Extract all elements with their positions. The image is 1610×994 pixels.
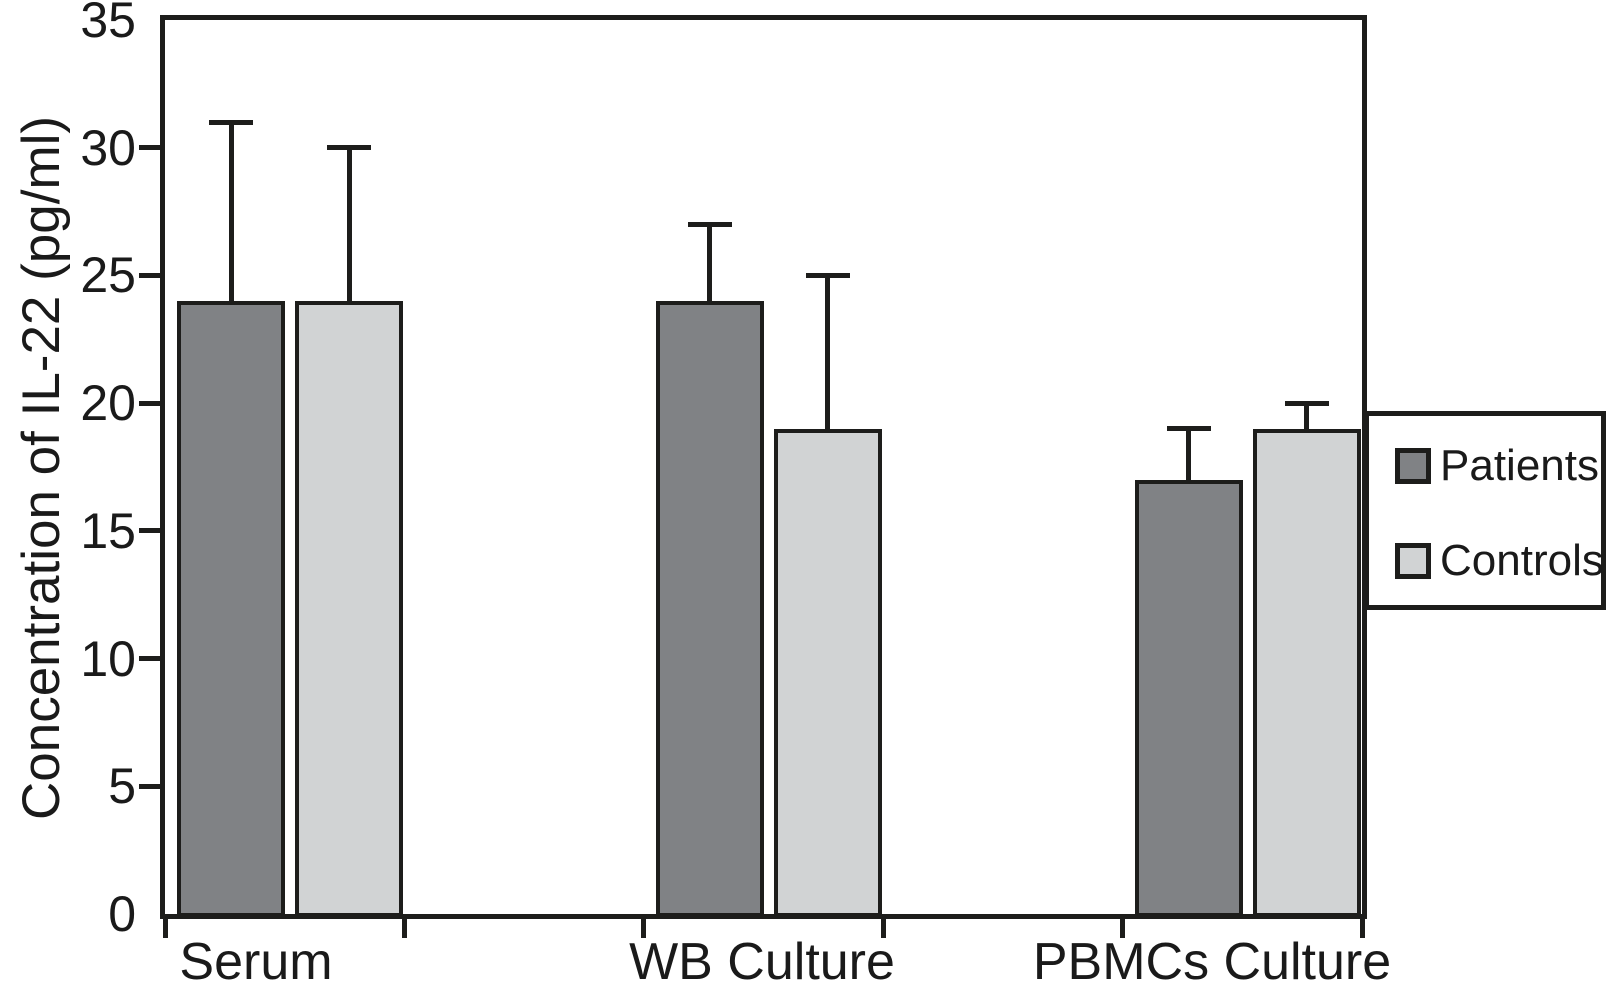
y-axis-tick bbox=[139, 272, 161, 278]
y-axis-tick bbox=[139, 528, 161, 534]
legend-entry-patients: Patients bbox=[1395, 436, 1599, 496]
error-bar-cap bbox=[209, 119, 253, 125]
y-axis-tick bbox=[139, 783, 161, 789]
legend-swatch-patients bbox=[1395, 448, 1431, 484]
y-tick-label: 5 bbox=[108, 758, 136, 815]
error-bar-cap bbox=[327, 145, 371, 151]
error-bar-cap bbox=[1166, 426, 1211, 432]
x-axis-tick bbox=[162, 916, 168, 938]
bar-patients-serum bbox=[177, 300, 285, 917]
error-bar-line bbox=[1304, 403, 1310, 429]
bar-patients-pbmcs-culture bbox=[1134, 479, 1243, 917]
error-bar-cap bbox=[687, 221, 732, 227]
bar-controls-serum bbox=[295, 300, 403, 917]
error-bar-line bbox=[825, 275, 831, 429]
x-axis-tick bbox=[641, 916, 647, 938]
y-axis-tick bbox=[139, 145, 161, 151]
x-axis-tick bbox=[1359, 916, 1365, 938]
error-bar-line bbox=[228, 122, 234, 301]
y-axis-title: Concentration of IL-22 (pg/ml) bbox=[12, 115, 71, 821]
x-category-label-serum: Serum bbox=[179, 933, 333, 991]
y-tick-label: 15 bbox=[80, 502, 136, 559]
y-tick-label: 35 bbox=[80, 0, 136, 48]
legend-label-controls: Controls bbox=[1440, 536, 1604, 585]
y-tick-label: 10 bbox=[80, 630, 136, 687]
error-bar-cap bbox=[1284, 400, 1329, 406]
x-category-label-pbmcs-culture: PBMCs Culture bbox=[1032, 933, 1392, 991]
legend-swatch-controls bbox=[1395, 543, 1431, 579]
legend-label-patients: Patients bbox=[1440, 441, 1599, 490]
bar-controls-pbmcs-culture bbox=[1252, 428, 1361, 917]
error-bar-line bbox=[707, 224, 713, 301]
x-axis-tick bbox=[1120, 916, 1126, 938]
x-category-label-wb-culture: WB Culture bbox=[629, 933, 895, 991]
y-tick-label: 20 bbox=[80, 375, 136, 432]
x-axis-tick bbox=[880, 916, 886, 938]
x-axis-tick bbox=[401, 916, 407, 938]
y-tick-label: 0 bbox=[108, 886, 136, 942]
error-bar-line bbox=[346, 147, 352, 301]
y-tick-label: 30 bbox=[80, 119, 136, 176]
legend-entry-controls: Controls bbox=[1395, 531, 1604, 591]
y-axis-tick bbox=[139, 656, 161, 662]
bar-controls-wb-culture bbox=[773, 428, 882, 917]
y-axis-tick bbox=[139, 400, 161, 406]
error-bar-cap bbox=[805, 272, 850, 278]
y-tick-label: 25 bbox=[80, 247, 136, 304]
error-bar-line bbox=[1186, 428, 1192, 480]
legend-box: Patients Controls bbox=[1364, 411, 1606, 610]
bar-patients-wb-culture bbox=[655, 300, 764, 917]
